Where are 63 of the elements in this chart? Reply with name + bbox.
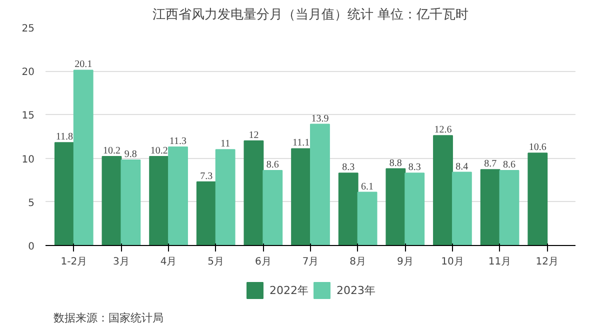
data-label: 11.1 — [292, 138, 310, 149]
x-tick-label: 4月 — [160, 256, 177, 268]
bar — [357, 192, 378, 246]
bar — [196, 181, 216, 246]
data-label: 8.6 — [266, 160, 279, 171]
x-tick-label: 3月 — [113, 256, 130, 268]
bar — [120, 160, 141, 246]
bar — [386, 168, 406, 246]
x-tick-label: 8月 — [350, 256, 366, 268]
data-label: 13.9 — [311, 113, 329, 124]
x-tick-label: 10月 — [441, 256, 464, 268]
y-tick-label: 0 — [28, 242, 35, 252]
legend-label: 2022年 — [270, 282, 308, 298]
data-label: 8.3 — [342, 162, 355, 174]
bar — [528, 152, 548, 246]
bar — [452, 172, 472, 246]
data-label: 8.8 — [389, 158, 402, 169]
data-label: 12.6 — [434, 124, 452, 136]
x-tick-label: 7月 — [302, 256, 319, 268]
x-tick-label: 12月 — [536, 256, 558, 268]
data-label: 7.3 — [200, 170, 213, 182]
y-tick-label: 5 — [28, 198, 35, 209]
data-label: 10.2 — [103, 146, 120, 157]
x-tick-label: 11月 — [488, 256, 512, 268]
bar — [338, 172, 358, 246]
bar — [404, 172, 425, 246]
bar — [433, 135, 453, 246]
data-label: 20.1 — [74, 59, 92, 70]
bar — [310, 124, 330, 246]
x-tick-label: 1-2月 — [60, 256, 88, 268]
data-label: 11.3 — [169, 136, 187, 147]
bar — [291, 148, 311, 246]
data-label: 12 — [248, 130, 259, 141]
source-note: 数据来源：国家统计局 — [54, 312, 164, 324]
x-tick-label: 6月 — [254, 256, 272, 268]
bar — [149, 156, 170, 246]
data-label: 8.6 — [503, 160, 516, 171]
bar — [102, 156, 122, 246]
bar — [73, 70, 94, 246]
x-tick-label: 5月 — [208, 256, 224, 268]
bar — [262, 170, 283, 246]
bar — [54, 142, 74, 246]
data-label: 10.2 — [150, 146, 168, 157]
data-label: 8.3 — [408, 162, 421, 174]
bar — [499, 170, 520, 246]
data-label: 11 — [220, 138, 230, 150]
x-tick-label: 9月 — [396, 256, 414, 268]
bar — [215, 149, 236, 246]
data-label: 10.6 — [528, 142, 546, 154]
chart-title: 江西省风力发电量分月（当月值）统计 单位：亿千瓦时 — [152, 8, 469, 22]
y-tick-label: 10 — [22, 154, 35, 166]
data-label: 11.8 — [56, 132, 74, 143]
data-label: 9.8 — [124, 149, 137, 160]
y-tick-label: 15 — [22, 110, 35, 122]
legend-label: 2023年 — [336, 282, 376, 298]
data-label: 6.1 — [361, 181, 374, 192]
y-tick-label: 25 — [22, 24, 35, 34]
bar — [480, 169, 500, 246]
bar — [244, 140, 264, 246]
data-label: 8.4 — [456, 161, 468, 172]
y-tick-label: 20 — [22, 67, 35, 78]
data-label: 8.7 — [484, 158, 497, 170]
bar — [168, 146, 188, 246]
